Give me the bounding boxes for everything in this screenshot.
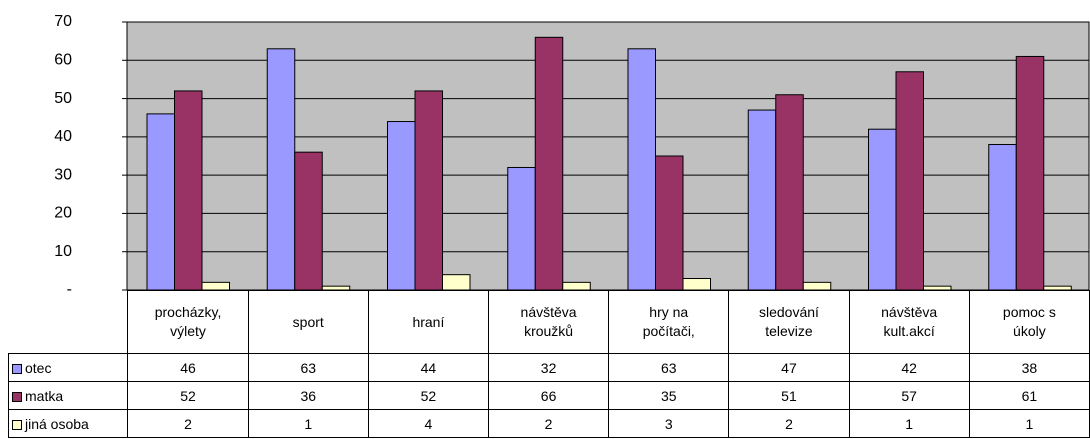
bar — [562, 281, 591, 291]
bar — [775, 94, 804, 291]
legend-entry: matka — [7, 381, 129, 410]
bar — [387, 121, 416, 291]
value-cell: 38 — [968, 353, 1090, 382]
legend-key — [12, 419, 22, 430]
legend-label: otec — [25, 359, 52, 376]
y-tick-label: 50 — [54, 90, 72, 107]
bar — [988, 144, 1017, 291]
data-table: procházky, výlety sport hraní návštěva krou… — [7, 290, 1090, 438]
legend-key — [12, 363, 22, 374]
bar — [627, 48, 656, 291]
value-cell: 66 — [487, 381, 610, 410]
value-cell: 47 — [728, 353, 850, 382]
value-cell: 36 — [247, 381, 369, 410]
chart: - 10 20 30 40 50 60 70 — [54, 13, 1090, 291]
y-tick-label: 30 — [54, 166, 72, 183]
value-cell: 3 — [608, 409, 730, 438]
value-cell: 2 — [487, 409, 610, 438]
y-tick-label: 60 — [54, 52, 72, 69]
x-tick-label: návštěva kroužků — [487, 290, 610, 354]
value-cell: 2 — [728, 409, 850, 438]
legend-label: jiná osoba — [25, 415, 89, 432]
table-row: jiná osoba 2 1 4 2 3 2 1 1 — [7, 409, 1090, 438]
value-cell: 42 — [848, 353, 970, 382]
x-tick-label: sledování televize — [728, 290, 850, 354]
legend-label: matka — [25, 387, 64, 404]
x-tick-label: sport — [247, 290, 369, 354]
bar — [1043, 285, 1072, 291]
bar — [534, 36, 564, 291]
value-cell: 32 — [487, 353, 610, 382]
bar — [146, 113, 175, 291]
value-cell: 46 — [127, 353, 249, 382]
x-tick-label: hraní — [367, 290, 489, 354]
bar — [266, 48, 296, 291]
value-cell: 63 — [608, 353, 730, 382]
bar — [923, 285, 952, 291]
y-tick-label: 10 — [54, 243, 72, 260]
y-tick-label: - — [67, 281, 72, 291]
bar — [655, 155, 684, 291]
bar — [442, 274, 471, 291]
bar — [802, 281, 832, 291]
value-cell: 51 — [728, 381, 850, 410]
bar — [1015, 55, 1045, 291]
value-cell: 63 — [247, 353, 369, 382]
value-cell: 35 — [608, 381, 730, 410]
table-row: otec 46 63 44 32 63 47 42 38 — [7, 353, 1090, 382]
table-header-row: procházky, výlety sport hraní návštěva krou… — [8, 290, 1090, 354]
x-tick-label: pomoc s úkoly — [968, 290, 1090, 354]
x-tick-label: procházky, výlety — [127, 290, 249, 354]
bar — [321, 285, 351, 291]
legend-entry: jiná osoba — [7, 409, 129, 438]
y-tick-label: 70 — [54, 13, 72, 30]
value-cell: 2 — [127, 409, 249, 438]
bar — [201, 281, 230, 291]
value-cell: 4 — [367, 409, 489, 438]
value-cell: 57 — [848, 381, 970, 410]
bar — [414, 90, 443, 291]
value-cell: 44 — [367, 353, 489, 382]
legend-entry: otec — [7, 353, 129, 382]
bar — [294, 151, 323, 291]
value-cell: 52 — [127, 381, 249, 410]
table-row: matka 52 36 52 66 35 51 57 61 — [7, 381, 1090, 410]
y-tick-label: 20 — [54, 205, 72, 222]
bar — [507, 166, 536, 291]
value-cell: 1 — [247, 409, 369, 438]
x-tick-label: hry na počítači, — [608, 290, 730, 354]
blank-cell — [8, 290, 129, 354]
y-tick-label: 40 — [54, 128, 72, 145]
value-cell: 1 — [968, 409, 1090, 438]
bar — [747, 109, 777, 291]
bar — [895, 71, 924, 291]
value-cell: 52 — [367, 381, 489, 410]
bar — [174, 90, 203, 291]
value-cell: 1 — [848, 409, 970, 438]
bar — [682, 278, 711, 291]
bar — [868, 128, 897, 291]
value-cell: 61 — [968, 381, 1090, 410]
legend-key — [12, 391, 22, 402]
x-tick-label: návštěva kult.akcí — [848, 290, 970, 354]
